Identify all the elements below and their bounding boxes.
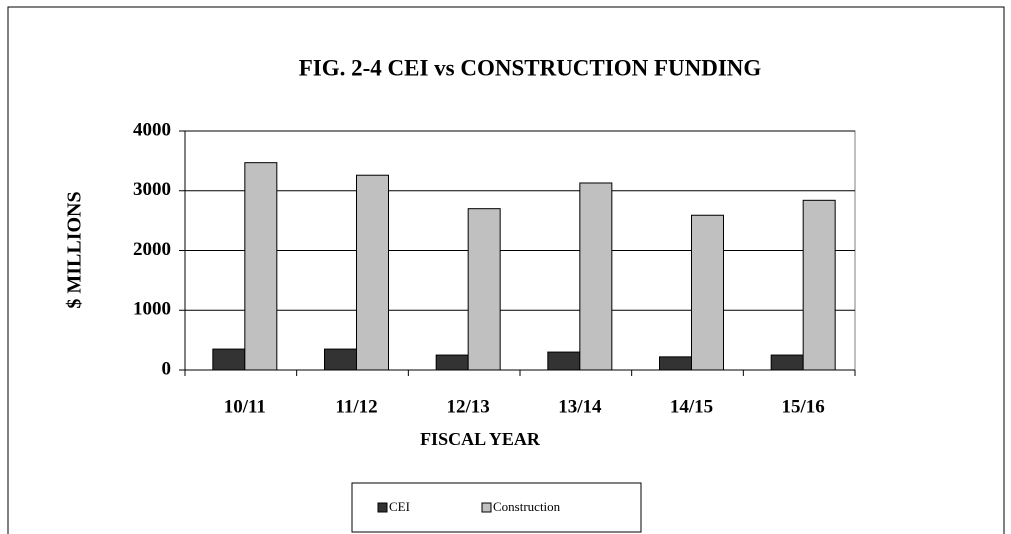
legend-swatch bbox=[481, 502, 492, 513]
bar bbox=[467, 208, 501, 371]
chart-title: FIG. 2-4 CEI vs CONSTRUCTION FUNDING bbox=[299, 55, 762, 80]
y-axis-label: $ MILLIONS bbox=[64, 191, 86, 308]
y-tick-label: 0 bbox=[162, 358, 172, 379]
legend-label: CEI bbox=[389, 499, 410, 514]
bar bbox=[770, 354, 804, 371]
bar bbox=[579, 182, 613, 371]
x-tick-label: 12/13 bbox=[447, 396, 490, 417]
bar bbox=[435, 354, 469, 371]
x-axis-label: FISCAL YEAR bbox=[420, 429, 541, 449]
x-tick-label: 15/16 bbox=[782, 396, 825, 417]
x-tick-label: 10/11 bbox=[224, 396, 266, 417]
y-tick-label: 2000 bbox=[133, 239, 171, 260]
bar bbox=[324, 348, 357, 371]
legend-swatch bbox=[377, 502, 388, 513]
bar bbox=[356, 174, 389, 371]
legend-label: Construction bbox=[493, 499, 561, 514]
legend bbox=[351, 482, 642, 533]
bar bbox=[802, 199, 836, 371]
y-tick-label: 4000 bbox=[133, 119, 171, 140]
bar bbox=[212, 348, 246, 371]
y-tick-label: 1000 bbox=[133, 299, 171, 320]
x-tick-label: 14/15 bbox=[670, 396, 713, 417]
bar bbox=[659, 356, 692, 371]
x-tick-label: 13/14 bbox=[558, 396, 602, 417]
bar bbox=[547, 351, 581, 371]
x-tick-label: 11/12 bbox=[335, 396, 377, 417]
bar bbox=[691, 214, 724, 371]
y-tick-label: 3000 bbox=[133, 179, 171, 200]
bar bbox=[244, 162, 278, 371]
frame bbox=[7, 6, 1005, 534]
